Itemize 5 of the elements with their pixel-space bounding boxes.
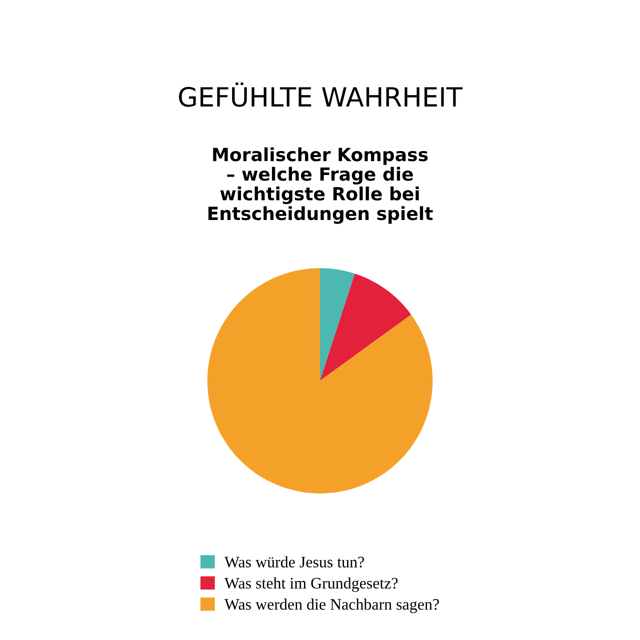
- chart-title: GEFÜHLTE WAHRHEIT: [178, 82, 463, 107]
- chart-subtitle: Moralischer Kompass – welche Frage die wichtigste Rolle bei Entscheidungen spielt: [208, 147, 433, 224]
- legend-label: Was werden die Nachbarn sagen?: [224, 598, 439, 614]
- legend-label: Was würde Jesus tun?: [224, 556, 364, 568]
- legend-label: Was steht im Grundgesetz?: [224, 577, 398, 592]
